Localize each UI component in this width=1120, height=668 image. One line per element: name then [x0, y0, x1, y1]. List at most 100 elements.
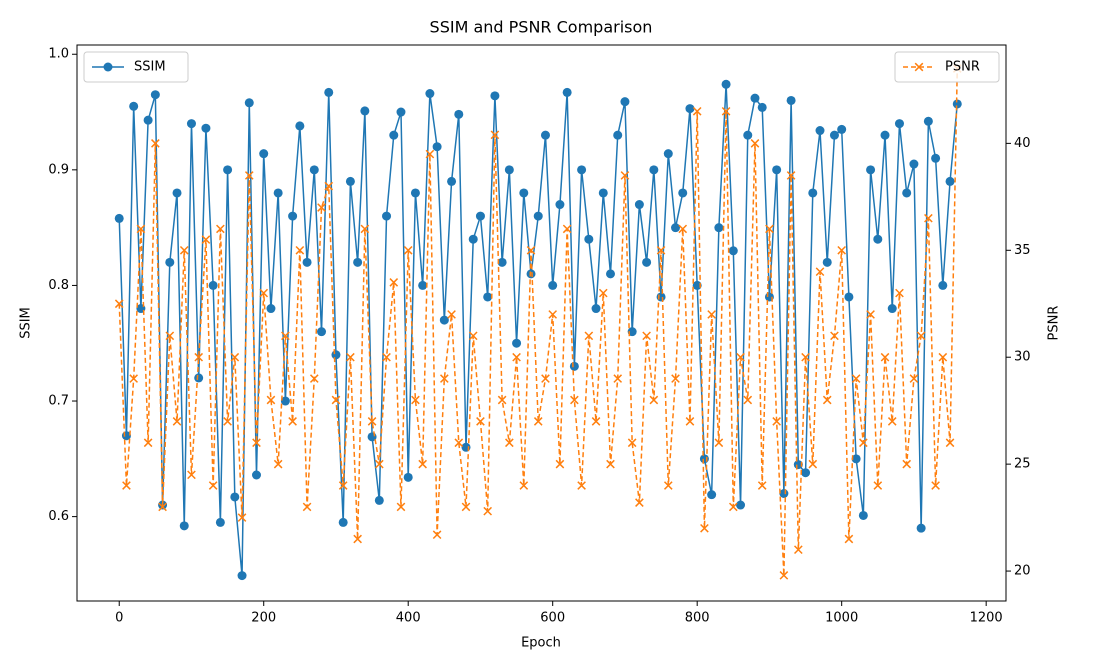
point: [512, 352, 521, 362]
point: [555, 459, 565, 469]
point: [757, 102, 767, 112]
point: [172, 417, 182, 426]
point: [194, 373, 204, 383]
point: [309, 165, 319, 175]
point: [923, 116, 933, 126]
x-tick-label: 800: [685, 611, 710, 626]
point: [504, 165, 514, 175]
point: [374, 495, 384, 505]
point: [880, 130, 890, 140]
point: [280, 396, 290, 406]
point: [902, 459, 912, 469]
point: [114, 299, 124, 309]
point: [591, 417, 601, 426]
legend-box: [83, 51, 189, 83]
point: [866, 310, 875, 319]
point: [728, 502, 738, 512]
point: [411, 395, 420, 405]
plot-frame: [76, 44, 1007, 602]
point: [244, 171, 254, 180]
point: [194, 352, 204, 362]
y2-tick-label: 35: [1014, 243, 1031, 258]
point: [598, 288, 608, 298]
point: [721, 106, 731, 116]
point: [353, 534, 362, 544]
point: [172, 188, 182, 198]
point: [851, 374, 861, 383]
point: [331, 395, 341, 405]
point: [801, 468, 811, 478]
point: [410, 188, 420, 198]
y-tick-label: 1.0: [48, 47, 69, 62]
point: [938, 280, 948, 290]
point: [136, 224, 146, 234]
series: [114, 79, 962, 581]
point: [945, 176, 955, 186]
chart-title: SSIM and PSNR Comparison: [430, 18, 653, 37]
point: [374, 459, 384, 469]
point: [750, 93, 760, 103]
series: [114, 64, 962, 580]
x-tick-label: 200: [251, 611, 276, 626]
point: [490, 91, 500, 101]
point: [952, 99, 962, 109]
point: [649, 395, 659, 405]
point: [815, 126, 825, 136]
point: [707, 490, 717, 500]
point: [143, 438, 153, 448]
point: [151, 139, 160, 148]
point: [548, 310, 558, 319]
point: [281, 331, 290, 341]
point: [916, 523, 926, 533]
point: [345, 176, 355, 186]
y-tick-label: 0.8: [48, 278, 69, 293]
point: [924, 213, 933, 223]
point: [743, 130, 753, 140]
point: [425, 149, 435, 159]
point: [540, 130, 550, 140]
point: [642, 331, 651, 341]
point: [432, 530, 442, 540]
point: [237, 571, 247, 581]
point: [721, 79, 731, 89]
point: [570, 395, 579, 405]
point: [230, 352, 240, 362]
point: [837, 124, 847, 134]
y-tick-label: 0.6: [48, 509, 69, 524]
point: [851, 454, 861, 464]
point: [519, 188, 529, 198]
point: [873, 234, 883, 244]
point: [223, 165, 233, 175]
point: [815, 267, 825, 277]
point: [439, 374, 449, 383]
point: [353, 257, 363, 267]
point: [577, 481, 586, 490]
point: [591, 304, 601, 314]
point: [403, 245, 413, 255]
point: [562, 87, 572, 97]
point: [302, 257, 312, 267]
point: [439, 315, 449, 325]
point: [635, 498, 644, 507]
point: [606, 459, 615, 469]
y2-tick-label: 25: [1014, 457, 1031, 472]
legend-label: PSNR: [945, 60, 980, 75]
point: [418, 280, 428, 290]
point: [346, 352, 355, 362]
point: [772, 417, 781, 426]
point: [367, 417, 377, 426]
point: [902, 188, 912, 198]
point: [584, 234, 594, 244]
point: [302, 502, 312, 512]
x-axis-label: Epoch: [521, 636, 561, 651]
point: [266, 395, 276, 405]
point: [577, 165, 587, 175]
point: [425, 89, 435, 99]
x-tick-label: 400: [396, 611, 421, 626]
point: [497, 257, 507, 267]
x-tick-label: 600: [540, 611, 565, 626]
point: [656, 245, 666, 255]
point: [418, 459, 427, 469]
